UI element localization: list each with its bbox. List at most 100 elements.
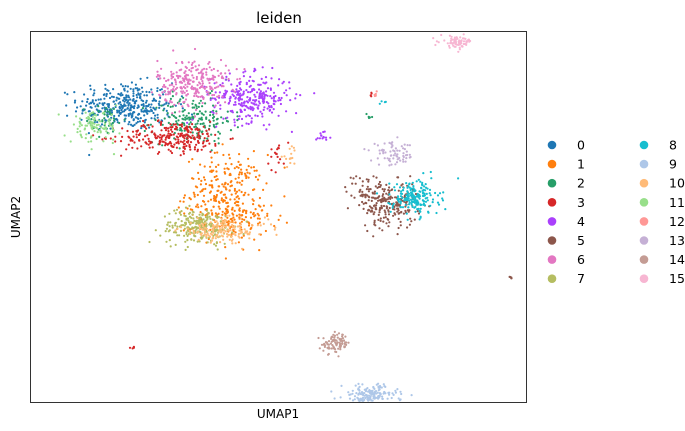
point-cluster-5 bbox=[372, 175, 375, 178]
point-cluster-9 bbox=[358, 385, 361, 388]
legend-marker-12 bbox=[639, 217, 649, 226]
point-cluster-5 bbox=[385, 192, 388, 195]
point-cluster-2 bbox=[182, 96, 185, 99]
point-cluster-10 bbox=[188, 230, 191, 233]
point-cluster-2 bbox=[184, 118, 187, 121]
point-cluster-11 bbox=[87, 122, 90, 125]
point-cluster-6 bbox=[213, 76, 217, 79]
point-cluster-0 bbox=[156, 116, 159, 119]
point-cluster-8 bbox=[412, 194, 415, 197]
point-cluster-3 bbox=[279, 158, 282, 161]
point-cluster-4 bbox=[285, 110, 288, 113]
point-cluster-0 bbox=[132, 90, 135, 93]
point-cluster-11 bbox=[91, 124, 94, 127]
point-cluster-7 bbox=[215, 241, 218, 245]
point-cluster-2 bbox=[97, 105, 100, 108]
point-cluster-6 bbox=[179, 86, 182, 89]
point-cluster-13 bbox=[408, 156, 411, 159]
point-cluster-14 bbox=[345, 343, 348, 346]
point-cluster-3 bbox=[158, 143, 161, 146]
point-cluster-5 bbox=[346, 207, 349, 210]
point-cluster-1 bbox=[237, 176, 240, 179]
point-cluster-5 bbox=[371, 191, 374, 194]
point-cluster-11 bbox=[87, 115, 90, 118]
point-cluster-1 bbox=[233, 167, 236, 170]
point-cluster-13 bbox=[396, 149, 399, 152]
point-cluster-0 bbox=[86, 100, 89, 103]
point-cluster-2 bbox=[166, 104, 170, 107]
point-cluster-0 bbox=[128, 120, 131, 124]
point-cluster-3 bbox=[150, 131, 153, 134]
point-cluster-1 bbox=[213, 195, 216, 198]
point-cluster-1 bbox=[279, 214, 282, 217]
point-cluster-6 bbox=[177, 102, 180, 105]
point-cluster-3 bbox=[229, 137, 232, 141]
point-cluster-1 bbox=[249, 211, 252, 214]
point-cluster-6 bbox=[224, 72, 227, 75]
point-cluster-3 bbox=[207, 135, 210, 138]
point-cluster-15 bbox=[461, 45, 464, 48]
point-cluster-2 bbox=[188, 118, 191, 121]
point-cluster-14 bbox=[334, 350, 337, 353]
point-cluster-11 bbox=[90, 140, 93, 143]
point-cluster-7 bbox=[176, 234, 179, 237]
point-cluster-5 bbox=[508, 275, 511, 278]
series-8 bbox=[375, 100, 460, 221]
point-cluster-4 bbox=[313, 92, 316, 95]
point-cluster-13 bbox=[384, 151, 387, 154]
point-cluster-7 bbox=[184, 206, 188, 209]
point-cluster-0 bbox=[105, 92, 108, 96]
point-cluster-5 bbox=[364, 224, 367, 227]
point-cluster-5 bbox=[351, 182, 354, 185]
point-cluster-2 bbox=[217, 142, 220, 145]
point-cluster-4 bbox=[219, 104, 222, 107]
point-cluster-2 bbox=[174, 116, 177, 119]
point-cluster-5 bbox=[385, 183, 388, 186]
point-cluster-0 bbox=[130, 116, 133, 119]
point-cluster-14 bbox=[343, 345, 346, 348]
point-cluster-8 bbox=[444, 208, 447, 211]
legend-marker-10 bbox=[639, 178, 649, 188]
point-cluster-9 bbox=[382, 383, 385, 386]
point-cluster-1 bbox=[252, 213, 255, 216]
point-cluster-8 bbox=[422, 194, 425, 198]
point-cluster-3 bbox=[169, 126, 172, 129]
point-cluster-4 bbox=[274, 94, 277, 98]
point-cluster-10 bbox=[232, 221, 235, 224]
point-cluster-2 bbox=[161, 123, 164, 126]
point-cluster-5 bbox=[367, 199, 370, 202]
point-cluster-15 bbox=[467, 38, 470, 42]
point-cluster-2 bbox=[163, 117, 166, 120]
legend-marker-3 bbox=[547, 198, 557, 207]
point-cluster-13 bbox=[408, 153, 411, 156]
point-cluster-6 bbox=[201, 82, 204, 85]
point-cluster-8 bbox=[421, 183, 424, 186]
point-cluster-0 bbox=[99, 110, 102, 113]
point-cluster-0 bbox=[124, 85, 127, 88]
point-cluster-15 bbox=[435, 40, 438, 43]
point-cluster-1 bbox=[256, 212, 259, 215]
point-cluster-6 bbox=[192, 76, 195, 79]
point-cluster-3 bbox=[179, 140, 182, 143]
point-cluster-0 bbox=[136, 106, 139, 109]
point-cluster-2 bbox=[106, 110, 109, 113]
point-cluster-6 bbox=[170, 77, 173, 80]
point-cluster-0 bbox=[150, 88, 153, 91]
point-cluster-3 bbox=[214, 144, 217, 147]
point-cluster-10 bbox=[196, 216, 199, 220]
point-cluster-1 bbox=[241, 179, 244, 182]
point-cluster-2 bbox=[195, 107, 198, 110]
point-cluster-4 bbox=[245, 100, 248, 103]
point-cluster-4 bbox=[218, 91, 221, 94]
point-cluster-4 bbox=[233, 121, 236, 124]
point-cluster-1 bbox=[228, 157, 231, 160]
point-cluster-5 bbox=[367, 188, 371, 191]
point-cluster-11 bbox=[84, 137, 87, 140]
point-cluster-10 bbox=[239, 223, 242, 226]
point-cluster-4 bbox=[252, 80, 255, 83]
point-cluster-0 bbox=[112, 95, 115, 99]
point-cluster-6 bbox=[183, 100, 186, 103]
point-cluster-5 bbox=[361, 184, 364, 187]
point-cluster-14 bbox=[339, 348, 342, 351]
point-cluster-1 bbox=[228, 189, 231, 192]
